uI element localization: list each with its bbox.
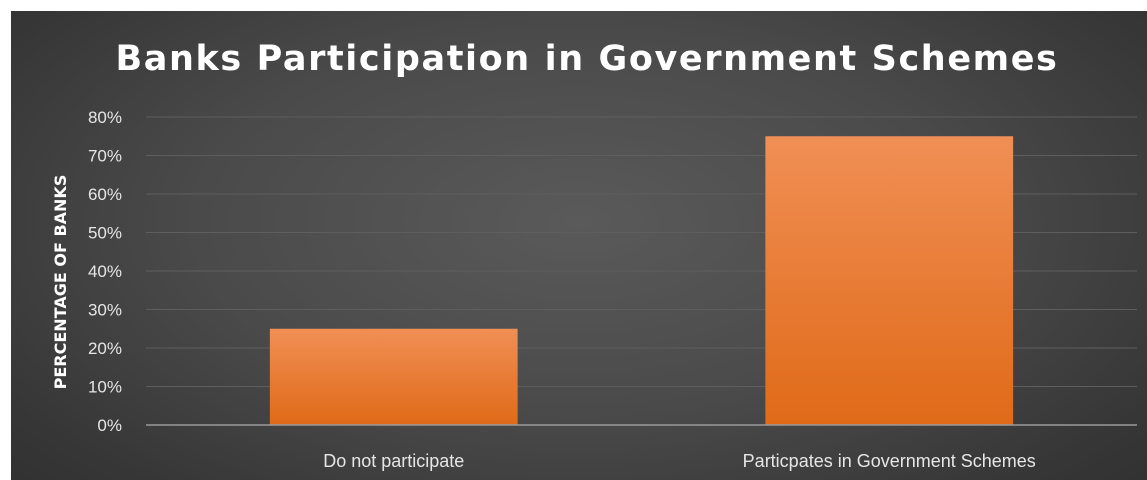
chart-area: Banks Participation in Government Scheme… [11,11,1147,480]
y-tick-label: 0% [97,416,122,435]
y-tick-label: 10% [88,378,122,397]
bar-chart: Banks Participation in Government Scheme… [51,39,1137,471]
chart-title: Banks Participation in Government Scheme… [115,39,1058,79]
x-axis-categories: Do not participate Particpates in Governm… [323,451,1036,471]
bars [269,136,1014,425]
y-tick-label: 60% [88,185,122,204]
bar [269,328,518,425]
y-tick-label: 70% [88,147,122,166]
y-tick-label: 40% [88,262,122,281]
x-category-label: Do not participate [323,451,464,471]
y-axis-ticks: 0% 10% 20% 30% 40% 50% 60% 70% 80% [88,108,122,435]
y-axis-title: PERCENTAGE OF BANKS [51,175,70,390]
x-category-label: Particpates in Government Schemes [743,451,1036,471]
y-tick-label: 30% [88,301,122,320]
y-tick-label: 20% [88,339,122,358]
y-tick-label: 80% [88,108,122,127]
bar [765,136,1014,425]
y-tick-label: 50% [88,224,122,243]
